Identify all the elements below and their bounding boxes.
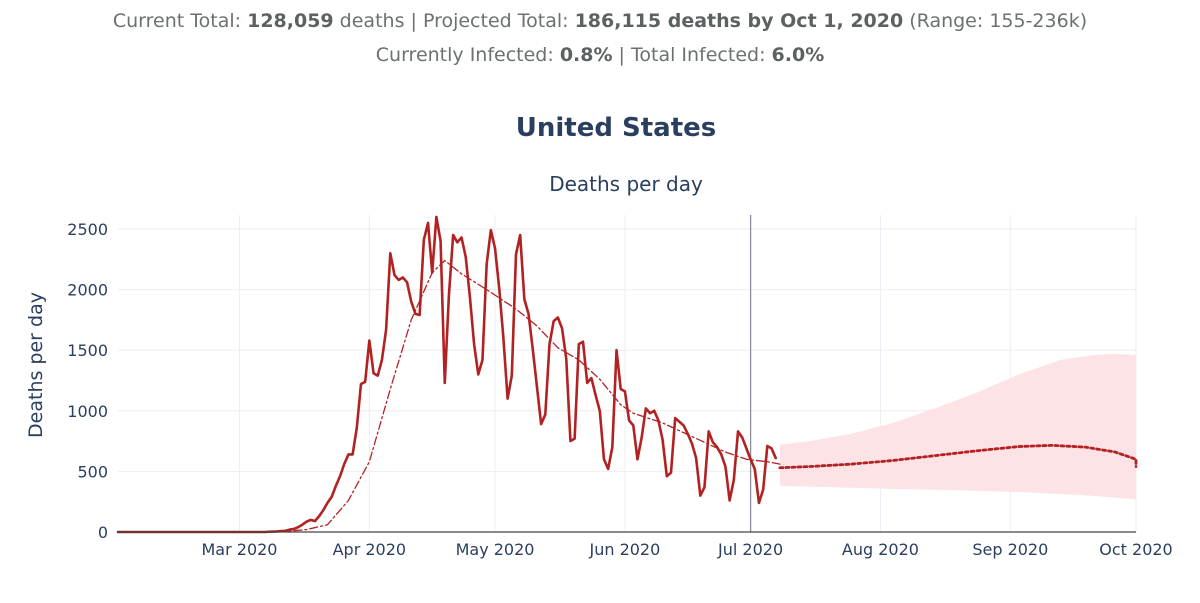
stats-line2-part-0: Currently Infected: [375, 44, 560, 66]
projection-range-band [779, 353, 1136, 507]
stats-line2-part-1: 0.8% [559, 44, 613, 66]
x-tick-label: Mar 2020 [201, 540, 277, 559]
y-tick-label: 0 [98, 523, 108, 542]
infected-line: Currently Infected: 0.8% | Total Infecte… [0, 44, 1200, 66]
x-tick-label: Jul 2020 [717, 540, 783, 559]
current-total-line: Current Total: 128,059 deaths | Projecte… [0, 10, 1200, 32]
x-tick-label: Jun 2020 [588, 540, 660, 559]
series-layer [116, 215, 1138, 534]
y-tick-label: 2500 [67, 220, 108, 239]
chart-title: United States [515, 113, 717, 143]
y-tick-label: 1500 [67, 341, 108, 360]
y-tick-label: 500 [77, 462, 108, 481]
stats-line1-part-2: deaths | Projected Total: [333, 10, 575, 32]
axes-layer: 0 500 1000 1500 2000 2500 Mar 2020 Apr 2020 May … [67, 220, 1172, 559]
x-tick-label: Apr 2020 [333, 540, 406, 559]
stats-line2-part-3: 6.0% [771, 44, 825, 66]
x-tick-label: Aug 2020 [842, 540, 919, 559]
stats-line1-part-1: 128,059 [247, 10, 334, 32]
projection-band-layer [779, 353, 1136, 507]
stats-line1-part-4: (Range: 155-236k) [903, 10, 1088, 32]
series-projection [778, 443, 1138, 470]
y-axis-label: Deaths per day [25, 292, 47, 438]
stats-line2-part-2: | Total Infected: [612, 44, 772, 66]
x-tick-label: Sep 2020 [972, 540, 1048, 559]
stats-line1-part-3: 186,115 deaths by Oct 1, 2020 [574, 10, 904, 32]
y-tick-label: 2000 [67, 281, 108, 300]
series-daily-deaths [116, 215, 778, 534]
series-7-day-average [117, 259, 781, 533]
stats-line1-part-0: Current Total: [112, 10, 248, 32]
x-tick-label: May 2020 [456, 540, 535, 559]
y-tick-label: 1000 [67, 402, 108, 421]
x-tick-label: Oct 2020 [1099, 540, 1172, 559]
chart-subtitle: Deaths per day [549, 172, 703, 196]
